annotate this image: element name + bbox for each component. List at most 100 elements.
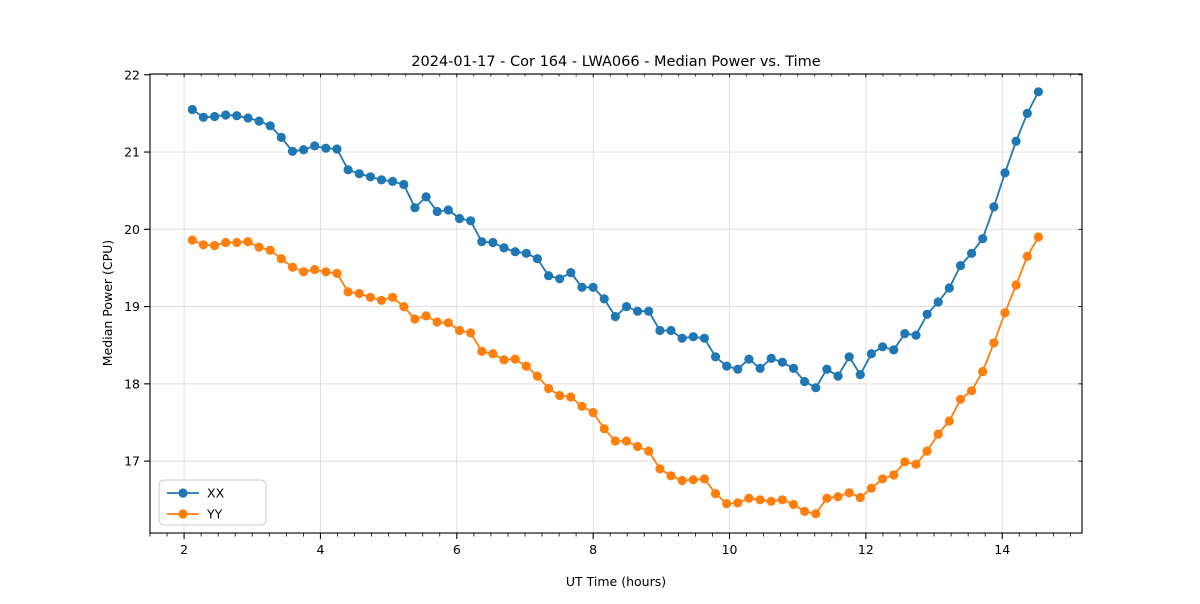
data-point-marker bbox=[699, 333, 710, 343]
data-point-marker bbox=[688, 332, 698, 342]
data-point-marker bbox=[800, 376, 810, 387]
data-point-marker bbox=[933, 429, 943, 439]
data-point-marker bbox=[710, 489, 721, 499]
data-point-marker bbox=[1011, 280, 1021, 290]
axis-ticks bbox=[144, 74, 1082, 539]
data-point-marker bbox=[232, 237, 242, 248]
data-point-marker bbox=[733, 498, 743, 508]
data-point-marker bbox=[855, 492, 865, 503]
data-point-marker bbox=[421, 192, 431, 202]
data-point-marker bbox=[555, 274, 565, 284]
data-point-marker bbox=[265, 245, 275, 255]
data-point-marker bbox=[610, 436, 620, 446]
data-point-marker bbox=[198, 112, 208, 122]
data-point-marker bbox=[610, 312, 620, 322]
data-point-marker bbox=[755, 363, 765, 373]
data-point-marker bbox=[299, 145, 309, 155]
data-point-marker bbox=[1011, 136, 1021, 146]
data-point-marker bbox=[410, 314, 420, 324]
data-point-marker bbox=[955, 394, 966, 404]
data-point-marker bbox=[922, 446, 932, 456]
data-point-marker bbox=[376, 295, 387, 305]
data-point-marker bbox=[788, 363, 799, 373]
data-point-marker bbox=[889, 470, 899, 480]
data-point-marker bbox=[577, 282, 587, 292]
data-point-marker bbox=[466, 328, 476, 338]
data-point-marker bbox=[722, 361, 732, 371]
axis-tick-labels: 2 4 6 8 10 12 14 17 18 19 20 21 22 bbox=[124, 67, 1010, 557]
data-point-marker bbox=[978, 234, 988, 244]
series-xx bbox=[187, 87, 1043, 393]
legend: XX YY bbox=[158, 479, 267, 526]
data-point-marker bbox=[332, 268, 342, 278]
data-point-marker bbox=[766, 353, 776, 363]
data-point-marker bbox=[321, 143, 331, 153]
data-point-marker bbox=[354, 169, 364, 179]
data-point-marker bbox=[276, 132, 286, 142]
data-point-marker bbox=[1022, 108, 1032, 118]
data-point-marker bbox=[399, 302, 409, 312]
data-point-marker bbox=[499, 355, 509, 365]
data-point-marker bbox=[1000, 168, 1010, 178]
data-point-marker bbox=[967, 248, 977, 258]
x-tick-label: 14 bbox=[994, 542, 1010, 557]
data-point-marker bbox=[588, 282, 598, 292]
data-point-marker bbox=[466, 216, 476, 226]
data-point-marker bbox=[777, 495, 788, 505]
data-point-marker bbox=[889, 345, 899, 355]
x-tick-label: 2 bbox=[180, 542, 188, 557]
data-point-marker bbox=[521, 361, 531, 371]
data-point-marker bbox=[744, 493, 754, 503]
data-point-marker bbox=[878, 342, 888, 352]
y-tick-label: 20 bbox=[124, 222, 140, 237]
data-point-marker bbox=[210, 240, 220, 251]
data-point-marker bbox=[443, 205, 453, 215]
data-point-marker bbox=[822, 493, 832, 503]
data-point-marker bbox=[833, 371, 843, 381]
data-point-marker bbox=[544, 383, 554, 394]
series-yy bbox=[187, 232, 1043, 519]
data-point-marker bbox=[399, 179, 409, 190]
data-point-marker bbox=[577, 401, 587, 411]
data-point-marker bbox=[655, 464, 665, 474]
data-point-marker bbox=[766, 496, 776, 506]
series-line-yy bbox=[191, 236, 1040, 515]
data-point-marker bbox=[855, 370, 865, 380]
data-point-marker bbox=[332, 144, 342, 154]
x-tick-label: 8 bbox=[589, 542, 597, 557]
data-point-marker bbox=[243, 113, 253, 123]
y-tick-label: 21 bbox=[124, 145, 140, 160]
data-point-marker bbox=[276, 254, 286, 264]
data-point-marker bbox=[599, 294, 609, 304]
data-point-marker bbox=[477, 237, 487, 247]
data-point-marker bbox=[254, 116, 264, 126]
data-point-marker bbox=[844, 352, 854, 362]
data-point-marker bbox=[287, 262, 298, 272]
data-point-marker bbox=[900, 457, 910, 467]
data-point-marker bbox=[566, 392, 576, 402]
data-point-marker bbox=[376, 175, 387, 185]
data-point-marker bbox=[421, 311, 431, 321]
data-point-marker bbox=[800, 506, 810, 516]
y-tick-label: 19 bbox=[124, 299, 140, 314]
data-point-marker bbox=[388, 176, 398, 186]
data-point-marker bbox=[432, 317, 442, 327]
data-point-marker bbox=[621, 436, 632, 446]
data-point-marker bbox=[510, 247, 520, 257]
data-point-marker bbox=[321, 267, 331, 277]
data-point-marker bbox=[833, 492, 843, 502]
data-point-marker bbox=[811, 509, 821, 519]
data-point-marker bbox=[722, 499, 732, 509]
data-point-marker bbox=[621, 302, 632, 312]
data-point-marker bbox=[555, 390, 565, 401]
data-point-marker bbox=[499, 243, 509, 253]
data-series-layer bbox=[187, 87, 1043, 519]
data-point-marker bbox=[822, 364, 832, 374]
data-point-marker bbox=[210, 111, 220, 122]
data-point-marker bbox=[588, 407, 598, 418]
data-point-marker bbox=[955, 261, 966, 271]
data-point-marker bbox=[866, 349, 877, 359]
data-point-marker bbox=[432, 206, 442, 217]
